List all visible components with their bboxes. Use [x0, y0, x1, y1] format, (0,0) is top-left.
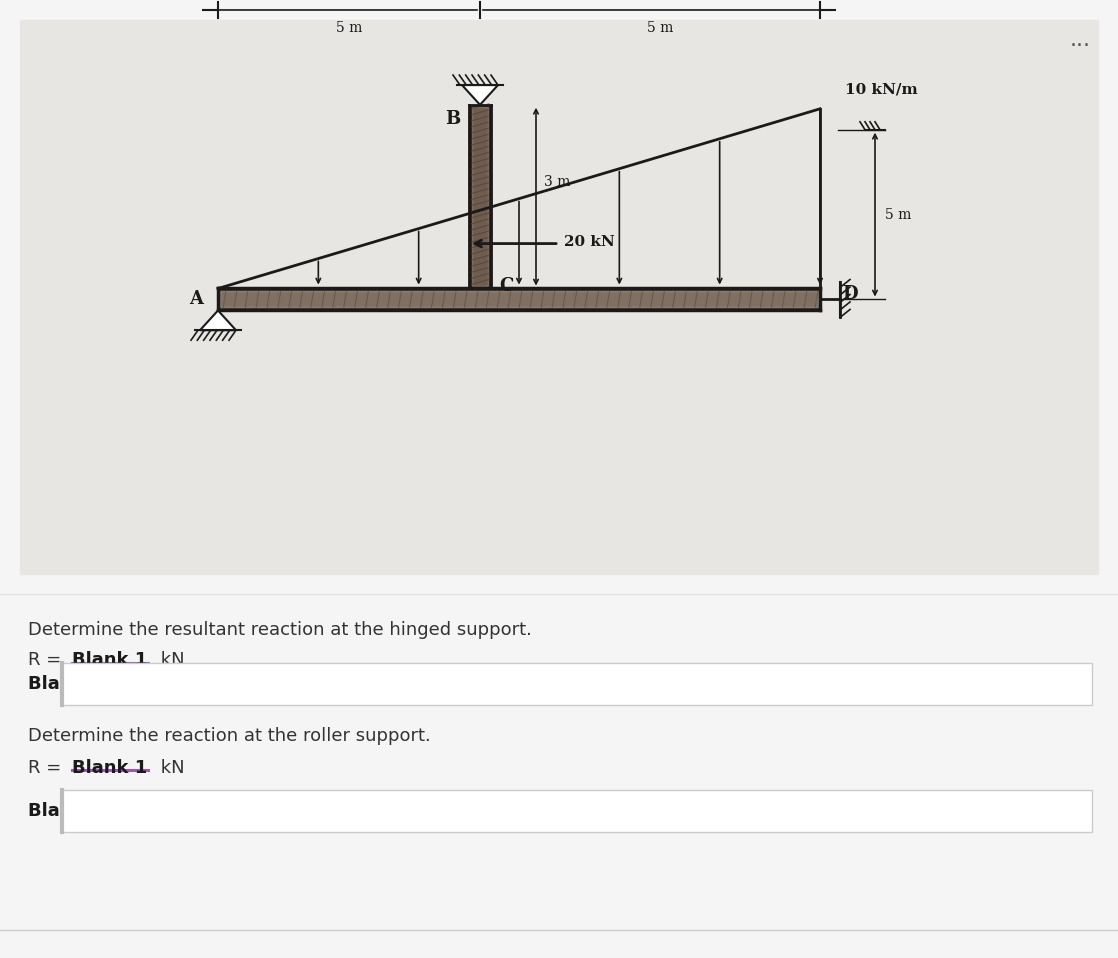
Text: Add your answer: Add your answer: [85, 803, 225, 820]
Text: 10 kN/m: 10 kN/m: [845, 82, 918, 97]
Polygon shape: [200, 310, 236, 331]
Text: Blank 1: Blank 1: [28, 674, 103, 693]
Text: 3 m: 3 m: [544, 174, 570, 189]
Text: Blank 1: Blank 1: [72, 650, 148, 669]
Text: D: D: [842, 285, 858, 304]
Text: B: B: [445, 110, 459, 127]
Polygon shape: [462, 85, 498, 104]
Text: kN: kN: [155, 650, 184, 669]
Text: Blank 1: Blank 1: [72, 759, 148, 777]
Bar: [220, 291, 818, 308]
Bar: [472, 106, 487, 286]
Text: C: C: [499, 277, 513, 294]
Text: ...: ...: [1070, 30, 1090, 50]
Bar: [61, 790, 1092, 833]
Text: Add your answer: Add your answer: [85, 674, 225, 693]
Text: Determine the reaction at the roller support.: Determine the reaction at the roller sup…: [28, 726, 430, 744]
Bar: [218, 288, 819, 310]
Bar: [61, 663, 1092, 705]
Text: 5 m: 5 m: [647, 21, 673, 34]
Text: kN: kN: [155, 759, 184, 777]
Text: 5 m: 5 m: [335, 21, 362, 34]
Text: R =: R =: [28, 650, 67, 669]
Text: R =: R =: [28, 759, 67, 777]
Text: 5 m: 5 m: [885, 208, 911, 221]
Bar: [468, 104, 491, 288]
Text: Determine the resultant reaction at the hinged support.: Determine the resultant reaction at the …: [28, 621, 532, 639]
Text: Blank 1: Blank 1: [28, 803, 103, 820]
Text: A: A: [189, 290, 203, 308]
Text: 20 kN: 20 kN: [563, 235, 615, 248]
